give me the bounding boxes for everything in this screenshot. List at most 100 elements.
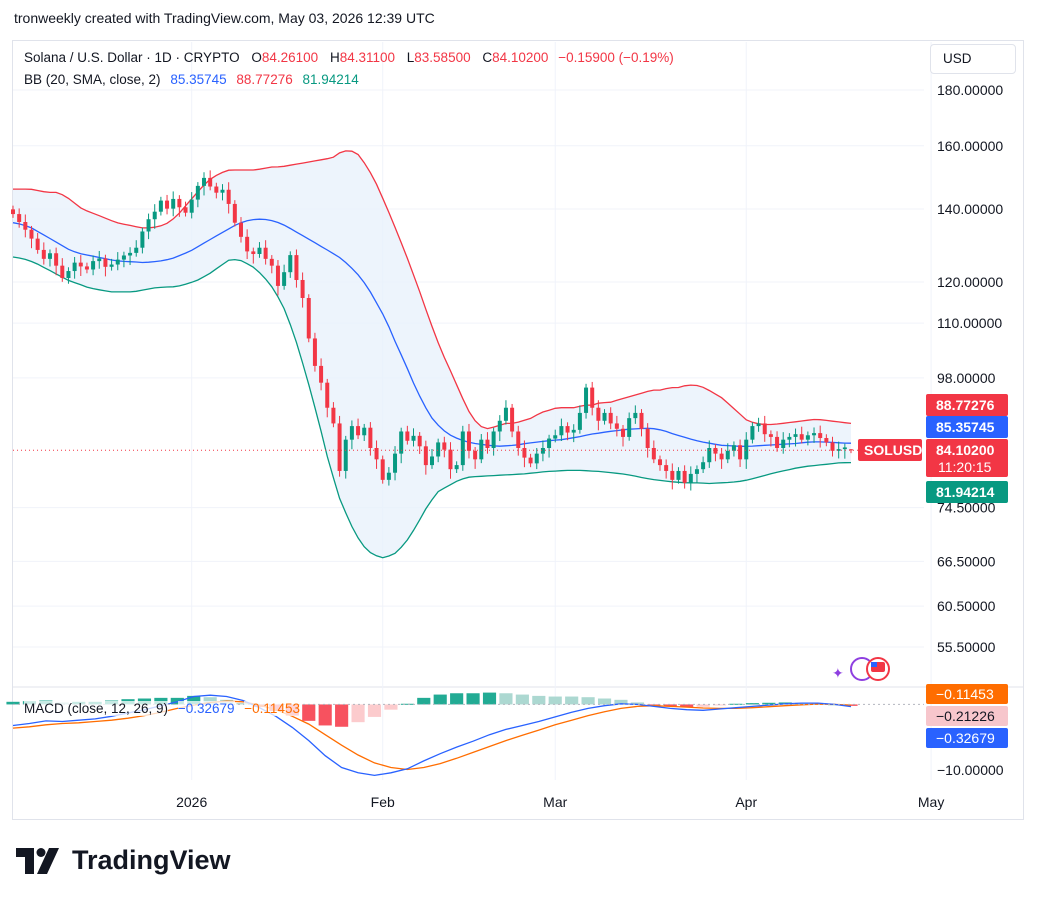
y-tick-label: 60.50000 (937, 598, 996, 614)
close-label: C (482, 50, 493, 65)
candle (405, 431, 410, 441)
sparkle-icon: ✦ (832, 666, 844, 682)
candle (109, 264, 114, 267)
candle (473, 450, 478, 460)
tradingview-logo-icon (16, 847, 59, 874)
candle (91, 261, 96, 270)
candle (362, 427, 367, 436)
candle (787, 436, 792, 440)
candle (214, 186, 219, 193)
candle (54, 253, 59, 266)
bb-lower-line (12, 256, 852, 559)
candle (232, 203, 237, 223)
candle (812, 433, 817, 436)
candle (657, 459, 662, 466)
candle (528, 457, 533, 464)
candle (651, 447, 656, 460)
price-tag-value: 84.10200 (936, 442, 995, 458)
candle (633, 412, 638, 419)
macd-y-tick-label: −10.00000 (937, 762, 1004, 778)
logo-text: TradingView (72, 845, 231, 875)
candle (540, 447, 545, 454)
candle (152, 211, 157, 220)
candle (66, 271, 71, 279)
candle (497, 420, 502, 432)
candle (565, 426, 570, 433)
macd-price-tag: −0.11453 (926, 684, 1008, 704)
candle (220, 189, 225, 193)
candle (245, 236, 250, 252)
candle (713, 447, 718, 454)
candle (731, 445, 736, 451)
y-tick-label: 180.00000 (937, 82, 1003, 98)
candle (596, 407, 601, 421)
candle (84, 266, 89, 270)
candle (263, 247, 268, 259)
macd-label[interactable]: MACD (close, 12, 26, 9) (24, 701, 169, 716)
candle (288, 255, 293, 273)
candle (430, 456, 434, 466)
candle (571, 429, 576, 433)
candle (380, 459, 385, 480)
macd-histogram-bar (417, 697, 431, 705)
candle (725, 450, 730, 460)
macd-price-tag: −0.32679 (926, 728, 1008, 748)
macd-histogram-bar (729, 703, 743, 705)
symbol-tag-label: SOLUSD (864, 442, 922, 458)
candle (799, 434, 804, 440)
y-tick-label: 74.50000 (937, 500, 996, 516)
candle (466, 431, 471, 451)
macd-histogram-bar (663, 704, 677, 707)
candle (842, 447, 847, 450)
macd-histogram-bar (318, 704, 332, 726)
low-label: L (406, 50, 415, 65)
candle (768, 434, 773, 437)
candle (319, 365, 324, 383)
chart-credit: tronweekly created with TradingView.com,… (14, 10, 435, 26)
candle (23, 222, 28, 230)
candle (775, 436, 780, 448)
symbol-label[interactable]: Solana / U.S. Dollar · 1D · CRYPTO (24, 50, 240, 65)
bb-mid-line (12, 218, 852, 447)
candle (460, 431, 465, 466)
candle (202, 177, 207, 186)
candle (195, 185, 200, 200)
bb-label[interactable]: BB (20, SMA, close, 2) (24, 72, 161, 87)
candle (399, 431, 404, 454)
y-tick-label: 120.00000 (937, 274, 1003, 290)
candle (386, 472, 391, 480)
candle (522, 447, 527, 458)
bb-upper-value: 88.77276 (236, 72, 293, 87)
candle (670, 470, 675, 480)
candle (306, 297, 311, 339)
candle (331, 407, 336, 424)
candle (664, 465, 669, 471)
macd-histogram-bar (433, 694, 447, 705)
tradingview-logo[interactable]: TradingView (16, 845, 231, 876)
macd-histogram-bar (400, 703, 414, 705)
open-label: O (251, 50, 262, 65)
candle (183, 207, 188, 213)
symbol-tag (858, 439, 922, 461)
candle (614, 423, 619, 429)
macd-histogram-bar (548, 696, 562, 705)
candle (448, 449, 453, 470)
candle (177, 198, 182, 208)
y-tick-label: 110.00000 (937, 315, 1002, 331)
macd-histogram-bar (499, 693, 513, 705)
macd-legend: MACD (close, 12, 26, 9) −0.32679 −0.1145… (24, 701, 300, 716)
macd-value: −0.32679 (177, 701, 235, 716)
candle (121, 255, 126, 260)
candle (47, 253, 52, 259)
currency-button[interactable]: USD (930, 44, 1016, 74)
bb-upper-line (13, 150, 852, 430)
macd-histogram-bar (203, 697, 217, 705)
candle (707, 447, 712, 463)
macd-histogram-bar (745, 703, 759, 705)
candle (534, 453, 539, 464)
candle (491, 431, 496, 448)
macd-histogram-bar (482, 692, 497, 705)
bb-lower-value: 81.94214 (302, 72, 359, 87)
